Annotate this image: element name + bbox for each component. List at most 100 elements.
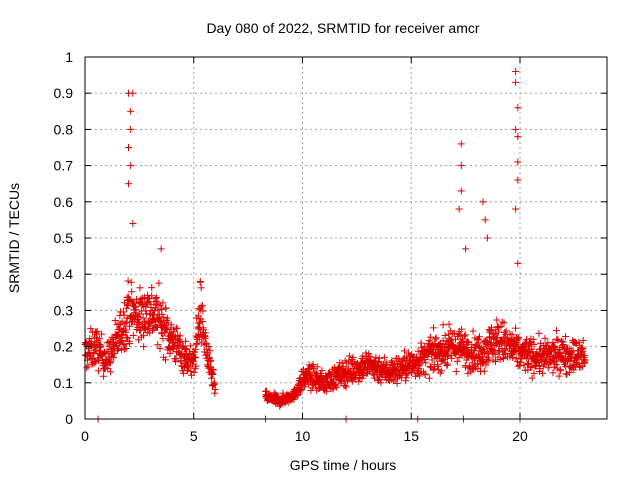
data-point: [349, 353, 357, 361]
data-point: [150, 311, 158, 319]
data-point: [126, 339, 134, 347]
data-point: [124, 334, 132, 342]
data-point: [429, 324, 437, 332]
data-point: [98, 330, 106, 338]
data-point: [191, 353, 199, 361]
data-point: [415, 372, 423, 380]
data-point: [209, 366, 217, 374]
data-point: [183, 346, 191, 354]
data-point: [192, 362, 200, 370]
data-point: [97, 342, 105, 350]
data-point: [442, 348, 450, 356]
data-point: [129, 332, 137, 340]
data-point: [532, 363, 540, 371]
data-point: [175, 339, 183, 347]
data-point: [155, 279, 163, 287]
data-point: [184, 364, 192, 372]
data-point: [341, 382, 349, 390]
data-point: [139, 331, 147, 339]
data-point: [491, 357, 499, 365]
data-point: [488, 324, 496, 332]
data-point: [549, 338, 557, 346]
data-point: [513, 357, 521, 365]
data-point: [190, 368, 198, 376]
data-point: [100, 372, 108, 380]
data-point: [475, 333, 483, 341]
data-point: [500, 319, 508, 327]
data-point: [128, 288, 136, 296]
data-point: [538, 356, 546, 364]
data-point: [370, 374, 378, 382]
data-point: [477, 368, 485, 376]
data-point: [96, 335, 104, 343]
data-point: [447, 351, 455, 359]
data-point: [154, 306, 162, 314]
data-point: [469, 327, 477, 335]
data-point: [181, 344, 189, 352]
data-point: [186, 342, 194, 350]
data-point: [455, 330, 463, 338]
data-point: [126, 322, 134, 330]
data-point: [461, 331, 469, 339]
data-point: [439, 321, 447, 329]
data-point: [146, 310, 154, 318]
data-point: [372, 353, 380, 361]
data-point: [110, 354, 118, 362]
data-point: [279, 389, 287, 397]
data-point: [125, 295, 133, 303]
data-point: [447, 337, 455, 345]
data-point: [333, 383, 341, 391]
data-point: [530, 340, 538, 348]
data-point: [119, 336, 127, 344]
data-point: [472, 354, 480, 362]
data-point: [123, 333, 131, 341]
data-point: [198, 317, 206, 325]
data-point: [375, 354, 383, 362]
data-point: [404, 370, 412, 378]
data-point: [162, 304, 170, 312]
data-point: [493, 316, 501, 324]
data-point: [528, 374, 536, 382]
data-point: [355, 378, 363, 386]
data-point: [541, 334, 549, 342]
data-point: [380, 353, 388, 361]
data-point: [148, 284, 156, 292]
data-point: [445, 320, 453, 328]
data-point: [434, 366, 442, 374]
data-point: [408, 368, 416, 376]
data-point: [322, 374, 330, 382]
data-points-layer: [81, 67, 589, 423]
data-point: [452, 367, 460, 375]
data-point: [132, 306, 140, 314]
data-point: [143, 298, 151, 306]
data-point: [438, 367, 446, 375]
data-point: [84, 362, 92, 370]
data-point: [535, 329, 543, 337]
data-point: [192, 341, 200, 349]
data-point: [93, 327, 101, 335]
data-point: [318, 367, 326, 375]
data-point: [191, 345, 199, 353]
data-point: [199, 307, 207, 315]
data-point: [498, 318, 506, 326]
data-point: [310, 365, 318, 373]
data-point: [480, 367, 488, 375]
data-point: [544, 339, 552, 347]
data-point: [387, 358, 395, 366]
data-point: [211, 386, 219, 394]
data-point: [552, 327, 560, 335]
data-point: [530, 369, 538, 377]
data-point: [197, 303, 205, 311]
data-point: [515, 333, 523, 341]
data-point: [432, 334, 440, 342]
data-point: [111, 317, 119, 325]
data-point: [512, 324, 520, 332]
data-point: [160, 313, 168, 321]
data-point: [119, 308, 127, 316]
data-point: [377, 379, 385, 387]
data-point: [187, 367, 195, 375]
data-point: [106, 359, 114, 367]
data-point: [118, 330, 126, 338]
data-point: [145, 295, 153, 303]
data-point: [182, 337, 190, 345]
